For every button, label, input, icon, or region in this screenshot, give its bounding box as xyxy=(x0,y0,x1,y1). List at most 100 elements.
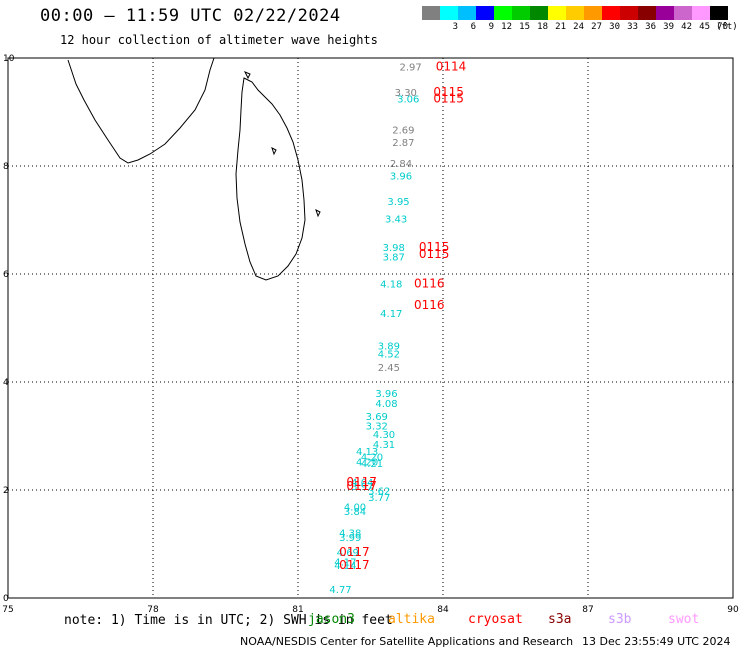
wave-height-value: 3.30 xyxy=(395,88,417,99)
wave-height-value: 3.69 xyxy=(366,412,388,423)
colorbar-label: 36 xyxy=(645,22,656,32)
map-frame xyxy=(7,57,734,599)
pass-number-label: 0116 xyxy=(414,298,445,312)
pass-number-label: 0115 xyxy=(419,247,450,261)
wave-height-value: 3.84 xyxy=(344,507,366,518)
wave-height-value: 4.30 xyxy=(373,430,395,441)
y-tick-label: 10 xyxy=(3,54,15,64)
colorbar-swatch xyxy=(602,6,620,20)
wave-height-value: 3.77 xyxy=(368,493,390,504)
wave-height-value: 2.84 xyxy=(390,159,412,170)
pass-number-label: 0115 xyxy=(433,85,464,99)
wave-height-value: 4.31 xyxy=(373,440,395,451)
y-tick-label: 6 xyxy=(3,270,9,280)
colorbar-swatch xyxy=(422,6,440,20)
legend-item-swot: swot xyxy=(668,612,700,627)
wave-height-value: 3.87 xyxy=(383,253,405,264)
pass-number-label: 0116 xyxy=(414,277,445,291)
legend-item-cryosat: cryosat xyxy=(468,612,523,627)
pass-labels: 0114011501150115011501160116011701170117… xyxy=(339,59,466,571)
wave-height-value: 3.96 xyxy=(375,389,397,400)
colorbar-swatch xyxy=(512,6,530,20)
pass-number-label: 0117 xyxy=(346,479,377,493)
india-coastline xyxy=(67,57,215,164)
pass-number-label: 0115 xyxy=(419,240,450,254)
wave-height-value: 4.00 xyxy=(344,503,366,514)
colorbar-swatch xyxy=(458,6,476,20)
wave-height-value: 4.38 xyxy=(339,528,361,539)
colorbar-label: 6 xyxy=(470,22,476,32)
wave-height-value: 2.45 xyxy=(378,363,400,374)
colorbar-label: 24 xyxy=(573,22,584,32)
wave-height-value: 4.04 xyxy=(351,478,373,489)
colorbar-swatch xyxy=(620,6,638,20)
wave-height-value: 3.43 xyxy=(385,215,407,226)
wave-height-value: 3.97 xyxy=(351,482,373,493)
footer-timestamp: 13 Dec 23:55:49 UTC 2024 xyxy=(582,635,731,648)
pass-number-label: 0117 xyxy=(339,558,370,572)
legend-item-altika: altika xyxy=(388,612,435,627)
sri-lanka-coastline xyxy=(235,77,306,281)
colorbar-swatch xyxy=(584,6,602,20)
colorbar-swatch xyxy=(638,6,656,20)
colorbar-swatch xyxy=(710,6,728,20)
colorbar-label: 33 xyxy=(627,22,638,32)
x-tick-label: 78 xyxy=(147,605,159,615)
colorbar-label: 3 xyxy=(452,22,458,32)
colorbar-label: 70 xyxy=(717,22,728,32)
wave-height-value: 4.08 xyxy=(375,399,397,410)
wave-height-value: 4.21 xyxy=(361,459,383,470)
colorbar-swatch xyxy=(494,6,512,20)
y-tick-label: 0 xyxy=(3,594,9,604)
wave-height-value: 4.13 xyxy=(356,447,378,458)
y-tick-label: 4 xyxy=(3,378,9,388)
colorbar-label: 27 xyxy=(591,22,602,32)
colorbar-label: 45 xyxy=(699,22,710,32)
colorbar-label: 21 xyxy=(555,22,566,32)
colorbar-label: 9 xyxy=(488,22,494,32)
wave-height-value: 3.99 xyxy=(339,533,361,544)
wave-height-value: 3.96 xyxy=(390,172,412,183)
colorbar-swatch xyxy=(656,6,674,20)
colorbar-label: 12 xyxy=(501,22,512,32)
wave-height-value: 3.98 xyxy=(383,243,405,254)
x-tick-label: 81 xyxy=(292,605,303,615)
island-fragment xyxy=(315,209,321,218)
legend-item-s3b: s3b xyxy=(608,612,632,627)
colorbar-label: 15 xyxy=(519,22,530,32)
wave-height-value: 2.69 xyxy=(392,126,414,137)
colorbar-swatch xyxy=(548,6,566,20)
wave-height-value: 4.20 xyxy=(361,452,383,463)
colorbar-label: 30 xyxy=(609,22,620,32)
colorbar-swatch xyxy=(692,6,710,20)
map-grid xyxy=(8,58,733,598)
wave-height-value: 3.06 xyxy=(397,94,419,105)
colorbar-swatch xyxy=(674,6,692,20)
colorbar xyxy=(422,6,728,20)
axis-labels: 75 78 81 84 87 90 0 2 4 6 8 10 xyxy=(2,54,739,615)
colorbar-labels: 3 6 9 12 15 18 21 24 27 30 33 36 39 42 45 70 xyxy=(422,22,728,32)
pass-number-label: 0117 xyxy=(346,475,377,489)
wave-height-value: 4.77 xyxy=(329,585,351,596)
footer-org: NOAA/NESDIS Center for Satellite Applica… xyxy=(240,635,574,648)
y-tick-label: 8 xyxy=(3,162,9,172)
island-fragment xyxy=(271,147,277,156)
wave-height-value: 4.69 xyxy=(337,548,359,559)
wave-height-value: 3.89 xyxy=(378,342,400,353)
y-tick-label: 2 xyxy=(3,486,9,496)
wave-height-value: 2.87 xyxy=(392,138,414,149)
colorbar-label: 39 xyxy=(663,22,674,32)
wave-height-value: 4.20 xyxy=(356,458,378,469)
colorbar-swatch xyxy=(530,6,548,20)
pass-number-label: 0114 xyxy=(436,59,467,73)
wave-height-value: 4.17 xyxy=(334,558,356,569)
colorbar-label: 42 xyxy=(681,22,692,32)
x-tick-label: 87 xyxy=(582,605,593,615)
colorbar-label: 18 xyxy=(537,22,548,32)
pass-number-label: 0115 xyxy=(433,91,464,105)
wave-height-value: 3.32 xyxy=(366,422,388,433)
legend-item-s3a: s3a xyxy=(548,612,572,627)
x-tick-label: 75 xyxy=(2,605,13,615)
wave-height-value: 3.62 xyxy=(368,486,390,497)
